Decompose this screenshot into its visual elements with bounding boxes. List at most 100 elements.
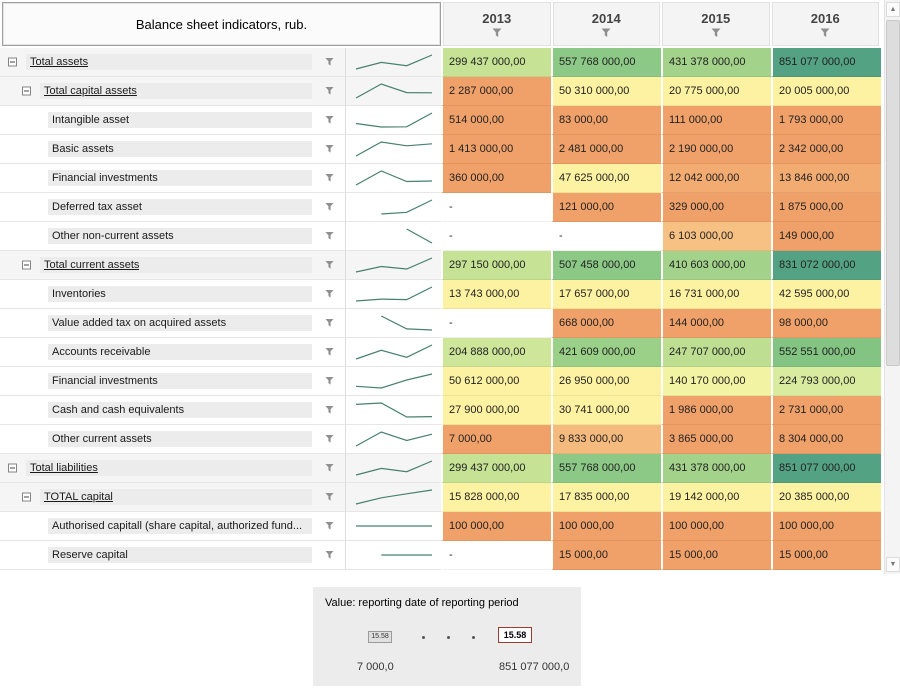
value-cell[interactable]: 149 000,00 — [771, 222, 881, 251]
value-cell[interactable]: 17 835 000,00 — [551, 483, 661, 512]
row-label[interactable]: Total assets — [30, 56, 89, 68]
collapse-toggle-icon[interactable] — [8, 463, 17, 473]
row-label[interactable]: Total liabilities — [30, 462, 98, 474]
row-label[interactable]: Total capital assets — [44, 85, 137, 97]
value-cell[interactable]: 2 731 000,00 — [771, 396, 881, 425]
value-cell[interactable]: 20 005 000,00 — [771, 77, 881, 106]
column-header-2013[interactable]: 2013 — [443, 2, 551, 46]
value-cell[interactable]: 47 625 000,00 — [551, 164, 661, 193]
value-cell[interactable]: 100 000,00 — [441, 512, 551, 541]
collapse-toggle-icon[interactable] — [8, 57, 17, 67]
value-cell[interactable]: 7 000,00 — [441, 425, 551, 454]
value-cell[interactable]: 13 846 000,00 — [771, 164, 881, 193]
row-label-cell[interactable]: Intangible asset — [0, 106, 345, 135]
value-cell[interactable]: 12 042 000,00 — [661, 164, 771, 193]
value-cell[interactable]: 100 000,00 — [661, 512, 771, 541]
row-label[interactable]: Other non-current assets — [52, 230, 174, 242]
filter-icon[interactable] — [325, 318, 334, 328]
row-label[interactable]: Authorised capitall (share capital, auth… — [52, 520, 303, 532]
value-cell[interactable]: 431 378 000,00 — [661, 48, 771, 77]
row-label-cell[interactable]: Inventories — [0, 280, 345, 309]
filter-icon[interactable] — [325, 115, 334, 125]
filter-icon[interactable] — [325, 202, 334, 212]
row-label-cell[interactable]: Total capital assets — [0, 77, 345, 106]
value-cell[interactable]: 1 793 000,00 — [771, 106, 881, 135]
value-cell[interactable]: 2 190 000,00 — [661, 135, 771, 164]
value-cell[interactable]: 9 833 000,00 — [551, 425, 661, 454]
row-label[interactable]: Value added tax on acquired assets — [52, 317, 227, 329]
column-header-2016[interactable]: 2016 — [771, 2, 879, 46]
row-label[interactable]: Reserve capital — [52, 549, 128, 561]
filter-icon[interactable] — [325, 289, 334, 299]
value-cell[interactable]: 421 609 000,00 — [551, 338, 661, 367]
row-label-cell[interactable]: Financial investments — [0, 164, 345, 193]
value-cell[interactable]: 98 000,00 — [771, 309, 881, 338]
legend-min-handle[interactable]: 15.58 — [368, 631, 392, 643]
column-header-2014[interactable]: 2014 — [552, 2, 660, 46]
filter-icon[interactable] — [325, 144, 334, 154]
filter-icon[interactable] — [325, 57, 334, 67]
filter-icon[interactable] — [325, 173, 334, 183]
row-label[interactable]: TOTAL capital — [44, 491, 113, 503]
value-cell[interactable]: 121 000,00 — [551, 193, 661, 222]
filter-icon[interactable] — [325, 405, 334, 415]
value-cell[interactable]: 668 000,00 — [551, 309, 661, 338]
row-label[interactable]: Intangible asset — [52, 114, 130, 126]
value-cell[interactable]: 360 000,00 — [441, 164, 551, 193]
filter-icon[interactable] — [325, 521, 334, 531]
filter-icon[interactable] — [325, 550, 334, 560]
value-cell[interactable]: 2 342 000,00 — [771, 135, 881, 164]
value-cell[interactable]: 851 077 000,00 — [771, 48, 881, 77]
value-cell[interactable]: 247 707 000,00 — [661, 338, 771, 367]
collapse-toggle-icon[interactable] — [22, 86, 31, 96]
scroll-down-button[interactable]: ▼ — [886, 557, 900, 572]
value-cell[interactable]: 204 888 000,00 — [441, 338, 551, 367]
collapse-toggle-icon[interactable] — [22, 492, 31, 502]
value-cell[interactable]: 6 103 000,00 — [661, 222, 771, 251]
row-label-cell[interactable]: Accounts receivable — [0, 338, 345, 367]
filter-icon[interactable] — [325, 376, 334, 386]
value-cell[interactable]: 50 310 000,00 — [551, 77, 661, 106]
filter-icon[interactable] — [711, 28, 721, 38]
row-label[interactable]: Other current assets — [52, 433, 152, 445]
row-label-cell[interactable]: Total liabilities — [0, 454, 345, 483]
value-cell[interactable]: - — [441, 541, 551, 570]
column-header-2015[interactable]: 2015 — [662, 2, 770, 46]
value-cell[interactable]: 42 595 000,00 — [771, 280, 881, 309]
filter-icon[interactable] — [325, 463, 334, 473]
value-cell[interactable]: 111 000,00 — [661, 106, 771, 135]
value-cell[interactable]: 20 385 000,00 — [771, 483, 881, 512]
value-cell[interactable]: - — [441, 193, 551, 222]
value-cell[interactable]: 26 950 000,00 — [551, 367, 661, 396]
row-label-cell[interactable]: Reserve capital — [0, 541, 345, 570]
value-cell[interactable]: 514 000,00 — [441, 106, 551, 135]
scroll-up-button[interactable]: ▲ — [886, 2, 900, 17]
value-cell[interactable]: 83 000,00 — [551, 106, 661, 135]
value-cell[interactable]: 3 865 000,00 — [661, 425, 771, 454]
value-cell[interactable]: 13 743 000,00 — [441, 280, 551, 309]
value-cell[interactable]: 8 304 000,00 — [771, 425, 881, 454]
row-label-cell[interactable]: Other non-current assets — [0, 222, 345, 251]
value-cell[interactable]: 2 481 000,00 — [551, 135, 661, 164]
filter-icon[interactable] — [492, 28, 502, 38]
value-cell[interactable]: 2 287 000,00 — [441, 77, 551, 106]
value-cell[interactable]: 552 551 000,00 — [771, 338, 881, 367]
row-label-cell[interactable]: TOTAL capital — [0, 483, 345, 512]
row-label-cell[interactable]: Cash and cash equivalents — [0, 396, 345, 425]
value-cell[interactable]: 140 170 000,00 — [661, 367, 771, 396]
value-cell[interactable]: 15 000,00 — [551, 541, 661, 570]
row-label-cell[interactable]: Authorised capitall (share capital, auth… — [0, 512, 345, 541]
row-label[interactable]: Inventories — [52, 288, 106, 300]
value-cell[interactable]: 19 142 000,00 — [661, 483, 771, 512]
value-cell[interactable]: - — [551, 222, 661, 251]
value-cell[interactable]: 100 000,00 — [771, 512, 881, 541]
legend-max-handle[interactable]: 15.58 — [498, 627, 532, 643]
row-label[interactable]: Deferred tax asset — [52, 201, 142, 213]
value-cell[interactable]: 17 657 000,00 — [551, 280, 661, 309]
value-cell[interactable]: 1 413 000,00 — [441, 135, 551, 164]
value-cell[interactable]: 410 603 000,00 — [661, 251, 771, 280]
value-cell[interactable]: 1 875 000,00 — [771, 193, 881, 222]
row-label-cell[interactable]: Value added tax on acquired assets — [0, 309, 345, 338]
value-cell[interactable]: 557 768 000,00 — [551, 48, 661, 77]
value-cell[interactable]: 16 731 000,00 — [661, 280, 771, 309]
